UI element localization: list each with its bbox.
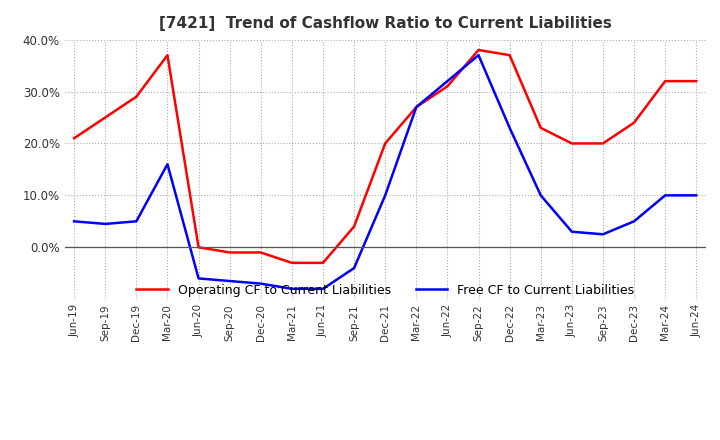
Free CF to Current Liabilities bbox=[225, 279, 234, 284]
Operating CF to Current Liabilities bbox=[692, 78, 701, 84]
Line: Operating CF to Current Liabilities: Operating CF to Current Liabilities bbox=[74, 50, 696, 263]
Operating CF to Current Liabilities bbox=[319, 260, 328, 265]
Operating CF to Current Liabilities bbox=[474, 48, 483, 53]
Operating CF to Current Liabilities bbox=[101, 115, 109, 120]
Free CF to Current Liabilities bbox=[319, 286, 328, 291]
Free CF to Current Liabilities bbox=[101, 221, 109, 227]
Operating CF to Current Liabilities bbox=[132, 94, 140, 99]
Operating CF to Current Liabilities bbox=[443, 84, 451, 89]
Line: Free CF to Current Liabilities: Free CF to Current Liabilities bbox=[74, 55, 696, 289]
Free CF to Current Liabilities bbox=[350, 265, 359, 271]
Operating CF to Current Liabilities bbox=[412, 104, 420, 110]
Title: [7421]  Trend of Cashflow Ratio to Current Liabilities: [7421] Trend of Cashflow Ratio to Curren… bbox=[159, 16, 611, 32]
Operating CF to Current Liabilities bbox=[225, 250, 234, 255]
Operating CF to Current Liabilities bbox=[350, 224, 359, 229]
Operating CF to Current Liabilities bbox=[630, 120, 639, 125]
Operating CF to Current Liabilities bbox=[567, 141, 576, 146]
Free CF to Current Liabilities bbox=[70, 219, 78, 224]
Free CF to Current Liabilities bbox=[443, 78, 451, 84]
Operating CF to Current Liabilities bbox=[536, 125, 545, 131]
Free CF to Current Liabilities bbox=[630, 219, 639, 224]
Operating CF to Current Liabilities bbox=[661, 78, 670, 84]
Free CF to Current Liabilities bbox=[567, 229, 576, 235]
Free CF to Current Liabilities bbox=[287, 286, 296, 291]
Free CF to Current Liabilities bbox=[661, 193, 670, 198]
Operating CF to Current Liabilities bbox=[194, 245, 203, 250]
Free CF to Current Liabilities bbox=[256, 281, 265, 286]
Legend: Operating CF to Current Liabilities, Free CF to Current Liabilities: Operating CF to Current Liabilities, Fre… bbox=[131, 279, 639, 302]
Free CF to Current Liabilities bbox=[474, 52, 483, 58]
Free CF to Current Liabilities bbox=[381, 193, 390, 198]
Free CF to Current Liabilities bbox=[163, 161, 172, 167]
Free CF to Current Liabilities bbox=[692, 193, 701, 198]
Operating CF to Current Liabilities bbox=[163, 52, 172, 58]
Operating CF to Current Liabilities bbox=[287, 260, 296, 265]
Free CF to Current Liabilities bbox=[132, 219, 140, 224]
Operating CF to Current Liabilities bbox=[381, 141, 390, 146]
Operating CF to Current Liabilities bbox=[505, 52, 514, 58]
Free CF to Current Liabilities bbox=[598, 231, 607, 237]
Free CF to Current Liabilities bbox=[194, 276, 203, 281]
Operating CF to Current Liabilities bbox=[70, 136, 78, 141]
Operating CF to Current Liabilities bbox=[256, 250, 265, 255]
Free CF to Current Liabilities bbox=[536, 193, 545, 198]
Operating CF to Current Liabilities bbox=[598, 141, 607, 146]
Free CF to Current Liabilities bbox=[412, 104, 420, 110]
Free CF to Current Liabilities bbox=[505, 125, 514, 131]
